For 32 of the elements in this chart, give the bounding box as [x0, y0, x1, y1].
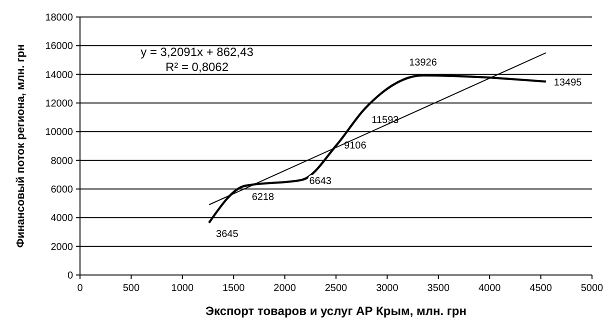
x-axis-title: Экспорт товаров и услуг АР Крым, млн. грн — [205, 304, 467, 318]
x-tick-label: 2000 — [274, 283, 296, 294]
x-tick-label: 2500 — [324, 283, 348, 294]
x-tick-label: 0 — [77, 283, 84, 294]
y-tick-label: 2000 — [50, 242, 74, 253]
y-tick-label: 6000 — [50, 184, 74, 196]
x-tick-label: 1500 — [222, 283, 246, 294]
data-label: 6643 — [309, 176, 332, 187]
x-tick-label: 5000 — [580, 283, 604, 294]
y-tick-label: 0 — [67, 270, 74, 282]
x-tick-label: 4000 — [478, 283, 502, 294]
x-tick-label: 500 — [122, 283, 140, 294]
y-tick-label: 14000 — [45, 70, 74, 81]
y-tick-label: 10000 — [45, 127, 74, 138]
data-label: 9106 — [344, 140, 367, 152]
y-tick-label: 12000 — [45, 98, 74, 110]
annotation: y = 3,2091x + 862,43 — [140, 45, 254, 59]
data-label: 13926 — [409, 57, 438, 68]
x-tick-label: 4500 — [530, 283, 552, 294]
x-tick-label: 3000 — [376, 283, 399, 294]
annotation: R² = 0,8062 — [165, 60, 229, 74]
y-tick-label: 16000 — [45, 41, 74, 52]
data-label: 11593 — [372, 114, 400, 126]
y-tick-label: 4000 — [50, 213, 74, 224]
x-tick-label: 3500 — [427, 283, 450, 294]
data-label: 6218 — [252, 192, 275, 203]
x-tick-label: 1000 — [171, 283, 194, 294]
data-label: 13495 — [554, 78, 582, 89]
data-label: 3645 — [216, 228, 239, 240]
y-tick-label: 8000 — [50, 156, 74, 167]
y-tick-label: 18000 — [45, 12, 74, 24]
y-axis-title: Финансовый поток региона, млн. грн — [15, 44, 27, 248]
